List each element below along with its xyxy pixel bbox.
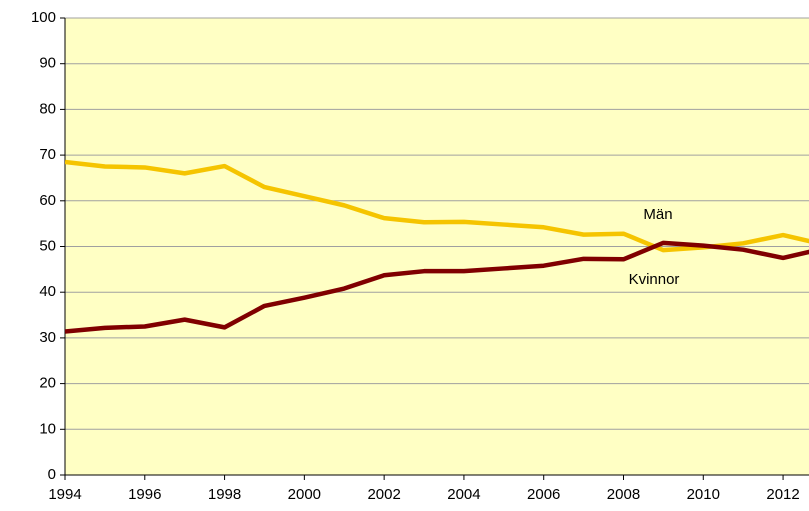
- x-tick-label: 2000: [288, 486, 321, 503]
- x-tick-label: 1994: [48, 486, 81, 503]
- series-label: Kvinnor: [629, 271, 680, 288]
- x-tick-label: 2006: [527, 486, 560, 503]
- y-tick-label: 30: [39, 329, 56, 346]
- x-tick-label: 2008: [607, 486, 640, 503]
- y-tick-label: 100: [31, 9, 56, 26]
- y-tick-label: 40: [39, 283, 56, 300]
- lines: [65, 159, 809, 334]
- y-tick-label: 70: [39, 146, 56, 163]
- y-tick-label: 20: [39, 375, 56, 392]
- y-tick-label: 0: [48, 466, 56, 483]
- series-line: [65, 159, 809, 253]
- x-tick-label: 2004: [447, 486, 480, 503]
- y-tick-label: 60: [39, 192, 56, 209]
- x-tick-label: 2002: [367, 486, 400, 503]
- y-tick-label: 80: [39, 100, 56, 117]
- x-tick-label: 2010: [687, 486, 720, 503]
- series-line: [65, 240, 809, 334]
- x-tick-label: 1996: [128, 486, 161, 503]
- x-tick-label: 2012: [766, 486, 799, 503]
- y-tick-label: 50: [39, 237, 56, 254]
- y-tick-label: 90: [39, 55, 56, 72]
- series-label: Män: [643, 206, 672, 223]
- x-tick-label: 1998: [208, 486, 241, 503]
- y-tick-label: 10: [39, 420, 56, 437]
